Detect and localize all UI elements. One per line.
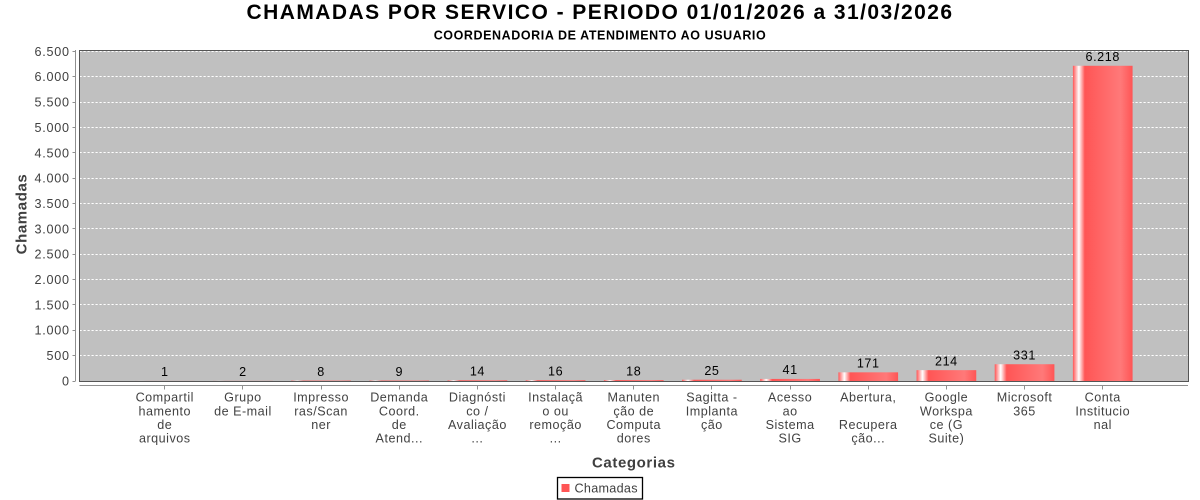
svg-text:Demanda: Demanda [370, 391, 428, 405]
svg-text:de: de [157, 418, 172, 432]
svg-text:Atend...: Atend... [376, 432, 423, 446]
svg-text:COORDENADORIA DE ATENDIMENTO A: COORDENADORIA DE ATENDIMENTO AO USUARIO [434, 29, 767, 43]
svg-text:Workspa: Workspa [920, 404, 973, 418]
svg-text:Avaliação: Avaliação [448, 418, 507, 432]
svg-text:Diagnósti: Diagnósti [449, 391, 506, 405]
svg-text:...: ... [471, 432, 483, 446]
svg-text:25: 25 [704, 364, 719, 378]
svg-text:9: 9 [395, 365, 403, 379]
svg-text:0: 0 [62, 374, 70, 388]
svg-text:Compartil: Compartil [136, 391, 194, 405]
svg-text:Chamadas: Chamadas [575, 481, 638, 495]
svg-text:4.500: 4.500 [35, 146, 70, 160]
svg-text:...: ... [550, 432, 562, 446]
svg-text:ção...: ção... [851, 432, 885, 446]
svg-text:Sagitta -: Sagitta - [686, 391, 737, 405]
svg-text:dores: dores [617, 432, 651, 446]
svg-text:Acesso: Acesso [768, 391, 812, 405]
svg-text:1.500: 1.500 [35, 298, 70, 312]
svg-text:6.218: 6.218 [1086, 50, 1120, 64]
svg-text:Chamadas: Chamadas [14, 174, 31, 255]
svg-text:arquivos: arquivos [139, 432, 191, 446]
svg-text:14: 14 [470, 365, 485, 379]
svg-text:41: 41 [782, 363, 797, 377]
svg-text:6.500: 6.500 [35, 45, 70, 59]
svg-text:Conta: Conta [1085, 391, 1121, 405]
svg-text:1: 1 [161, 365, 169, 379]
svg-text:5.000: 5.000 [35, 121, 70, 135]
svg-text:Recupera: Recupera [839, 418, 898, 432]
svg-text:18: 18 [626, 364, 641, 378]
svg-text:CHAMADAS POR SERVICO - PERIODO: CHAMADAS POR SERVICO - PERIODO 01/01/202… [246, 1, 953, 24]
svg-text:Manuten: Manuten [607, 391, 660, 405]
svg-text:Institucio: Institucio [1075, 404, 1130, 418]
svg-text:8: 8 [317, 365, 325, 379]
svg-text:Sistema: Sistema [766, 418, 815, 432]
svg-text:Grupo: Grupo [224, 391, 262, 405]
svg-text:Google: Google [925, 391, 969, 405]
svg-text:4.000: 4.000 [35, 172, 70, 186]
svg-text:365: 365 [1013, 404, 1036, 418]
svg-text:Instalaçã: Instalaçã [528, 391, 583, 405]
svg-text:Suite): Suite) [928, 432, 964, 446]
svg-text:500: 500 [47, 349, 70, 363]
svg-text:16: 16 [548, 364, 563, 378]
svg-text:Abertura,: Abertura, [840, 391, 896, 405]
svg-text:Computa: Computa [606, 418, 661, 432]
svg-text:hamento: hamento [139, 404, 192, 418]
svg-text:SIG: SIG [778, 432, 801, 446]
svg-text:Implanta: Implanta [686, 404, 738, 418]
svg-text:nal: nal [1094, 418, 1112, 432]
svg-text:ner: ner [311, 418, 331, 432]
svg-text:ção de: ção de [613, 404, 654, 418]
svg-text:5.500: 5.500 [35, 96, 70, 110]
svg-text:Impresso: Impresso [293, 391, 349, 405]
svg-text:ao: ao [783, 404, 798, 418]
svg-text:ção: ção [701, 418, 723, 432]
svg-text:o ou: o ou [542, 404, 569, 418]
svg-text:2: 2 [239, 365, 247, 379]
svg-text:ras/Scan: ras/Scan [294, 404, 348, 418]
svg-text:2.000: 2.000 [35, 273, 70, 287]
svg-text:de: de [392, 418, 407, 432]
svg-text:remoção: remoção [529, 418, 582, 432]
svg-text:Categorias: Categorias [592, 454, 676, 471]
svg-text:Microsoft: Microsoft [997, 391, 1053, 405]
svg-text:Coord.: Coord. [379, 404, 420, 418]
svg-text:ce (G: ce (G [930, 418, 963, 432]
svg-text:3.000: 3.000 [35, 222, 70, 236]
svg-text:171: 171 [857, 357, 880, 371]
svg-text:1.000: 1.000 [35, 324, 70, 338]
svg-text:3.500: 3.500 [35, 197, 70, 211]
svg-text:331: 331 [1013, 348, 1036, 362]
svg-text:de E-mail: de E-mail [214, 404, 272, 418]
svg-text:co /: co / [466, 404, 488, 418]
svg-text:6.000: 6.000 [35, 70, 70, 84]
svg-text:2.500: 2.500 [35, 248, 70, 262]
svg-text:214: 214 [935, 354, 958, 368]
